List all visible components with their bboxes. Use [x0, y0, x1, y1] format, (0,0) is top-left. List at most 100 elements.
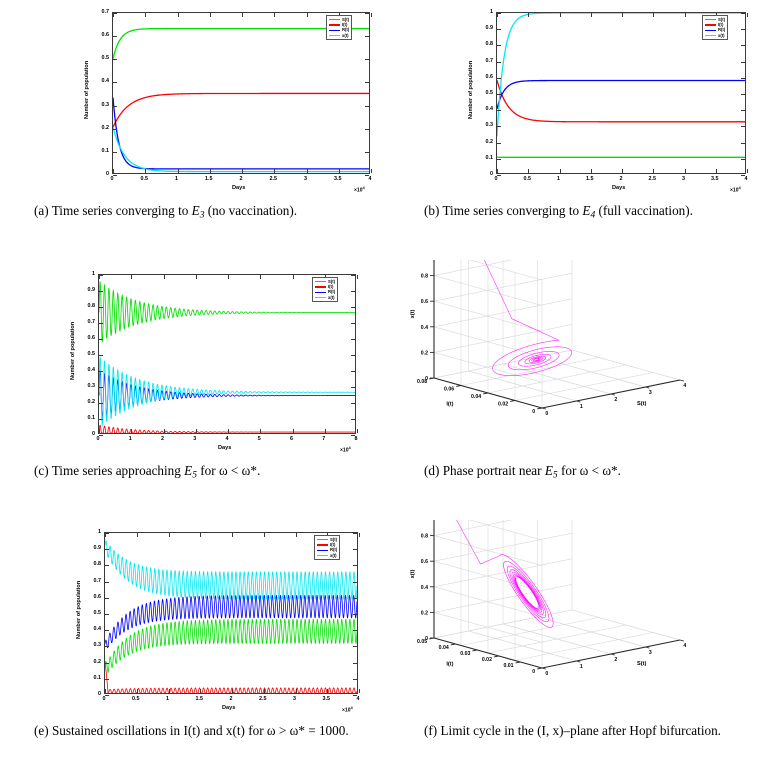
legend-label: R(t): [718, 27, 726, 33]
caption-a-tag: (a): [34, 203, 49, 218]
x-tick-top: [359, 533, 360, 537]
y-tick: [99, 339, 103, 340]
z-tick-label-3d: 0.4: [421, 325, 428, 331]
x-tick-top: [163, 275, 165, 279]
caption-e-text1: Sustained oscillations in I(t) and x(t) …: [51, 723, 349, 738]
x-tick-top: [131, 275, 133, 279]
y-tick-label: 0.3: [101, 101, 110, 108]
x-tick: [228, 429, 229, 433]
legend[interactable]: S(t) I(t) R(t) x(t): [314, 535, 341, 561]
z-tick-label-3d: 0: [425, 636, 428, 642]
x-tick-top: [622, 13, 623, 17]
curves-c: [99, 275, 355, 433]
x-tick-label-3d: 1: [580, 664, 583, 670]
y-tick-right: [351, 403, 355, 404]
x-tick: [195, 429, 197, 433]
y-tick-right: [351, 387, 355, 388]
y-tick-label: 0.4: [93, 626, 102, 633]
caption-c: (c) Time series approaching E5 for ω < ω…: [0, 458, 390, 482]
x-tick-label: 1: [175, 176, 178, 182]
panel-d-plot: 0123400.020.040.060.0800.20.40.60.81S(t)…: [390, 260, 780, 458]
legend-entry: x(t): [317, 552, 337, 558]
caption-b-text1: Time series converging to: [442, 203, 583, 218]
y-tick-label-3d: 0.03: [460, 651, 470, 657]
legend[interactable]: S(t) I(t) R(t) x(t): [312, 277, 339, 303]
y-tick-right: [741, 77, 745, 79]
x-tick: [168, 689, 170, 693]
caption-a-sub: 3: [199, 210, 205, 221]
x-tick-top: [684, 13, 686, 17]
y-tick: [105, 695, 109, 696]
x-tick-label-3d: 3: [649, 390, 652, 396]
x-tick-top: [295, 533, 297, 537]
legend-label: x(t): [342, 32, 349, 38]
x-tick-label: 3: [293, 696, 296, 702]
y-tick-right: [741, 142, 745, 144]
y-tick: [105, 646, 109, 648]
legend[interactable]: S(t) I(t) R(t) x(t): [702, 15, 729, 41]
y-tick: [113, 175, 117, 176]
y-tick: [113, 13, 117, 14]
panel-c: 0 1 2 3 4 5 6 7 8 0 0.1 0.2 0.3 0.4 0.5 0.6 0.7 0.8 0.9 1 Da…: [0, 260, 390, 520]
x-tick: [324, 429, 326, 433]
x-tick-top: [274, 13, 276, 17]
x-tick-label: 6: [290, 436, 293, 442]
y-tick: [99, 403, 103, 404]
y-tick: [99, 419, 103, 420]
y-tick: [497, 77, 501, 79]
x-tick: [292, 429, 294, 433]
y-tick-right: [353, 581, 357, 583]
y-tick-right: [351, 323, 355, 324]
x-tick-top: [228, 275, 229, 279]
x-tick: [306, 169, 308, 173]
y-tick: [497, 94, 501, 95]
x-tick-label-3d: 2: [614, 657, 617, 663]
y-tick-right: [353, 662, 357, 664]
y-tick-right: [353, 614, 357, 615]
y-tick-right: [353, 533, 357, 534]
phase-portrait-3d-d: 0123400.020.040.060.0800.20.40.60.81S(t)…: [410, 260, 686, 417]
legend-line-swatch: [315, 280, 326, 283]
y-tick: [99, 323, 103, 324]
y-tick-label: 0.8: [93, 561, 102, 568]
orbit-trajectory: [456, 520, 554, 628]
y-tick-label-3d: 0.02: [482, 657, 492, 663]
x-tick-label: 0: [96, 436, 100, 442]
z-tick-label-3d: 0.4: [421, 585, 428, 591]
y-tick: [105, 662, 109, 664]
y-tick: [105, 597, 109, 599]
y-tick-label-3d: 0.01: [503, 663, 513, 669]
y-tick-label: 0: [92, 431, 95, 437]
legend-label: x(t): [330, 552, 337, 558]
x-tick-label: 2.5: [259, 696, 267, 702]
legend-label: I(t): [330, 541, 336, 547]
y-tick-label-3d: 0.04: [439, 645, 449, 651]
x-axis-multiplier: ×104: [340, 445, 351, 454]
y-tick-right: [741, 158, 745, 160]
y-tick-label: 0.9: [485, 25, 494, 32]
y-axis-title: Number of population: [468, 60, 474, 119]
x-tick: [357, 429, 358, 433]
x-tick-top: [209, 13, 211, 17]
x-tick-label: 5: [257, 436, 261, 442]
x-tick: [99, 429, 100, 433]
y-tick: [105, 565, 109, 567]
y-tick-label: 0.4: [101, 78, 110, 85]
y-tick-label: 1: [92, 271, 95, 277]
y-tick-right: [365, 105, 369, 107]
x-tick: [747, 169, 748, 173]
legend-line-swatch: [315, 286, 326, 288]
x-tick: [136, 689, 138, 693]
x-tick-label: 3: [682, 176, 685, 182]
x-tick-top: [195, 275, 197, 279]
legend-entry: I(t): [329, 22, 349, 27]
x-tick-label: 1.5: [586, 176, 594, 182]
x-tick-label: 3.5: [711, 176, 719, 182]
s-axis-title-3d: S(t): [637, 401, 646, 407]
x-tick: [232, 689, 233, 693]
z-tick-label-3d: 0.6: [421, 559, 428, 565]
y-tick: [99, 387, 103, 388]
x-tick-top: [168, 533, 170, 537]
x-tick-label: 2: [229, 696, 233, 702]
legend[interactable]: S(t) I(t) R(t) x(t): [326, 15, 353, 41]
